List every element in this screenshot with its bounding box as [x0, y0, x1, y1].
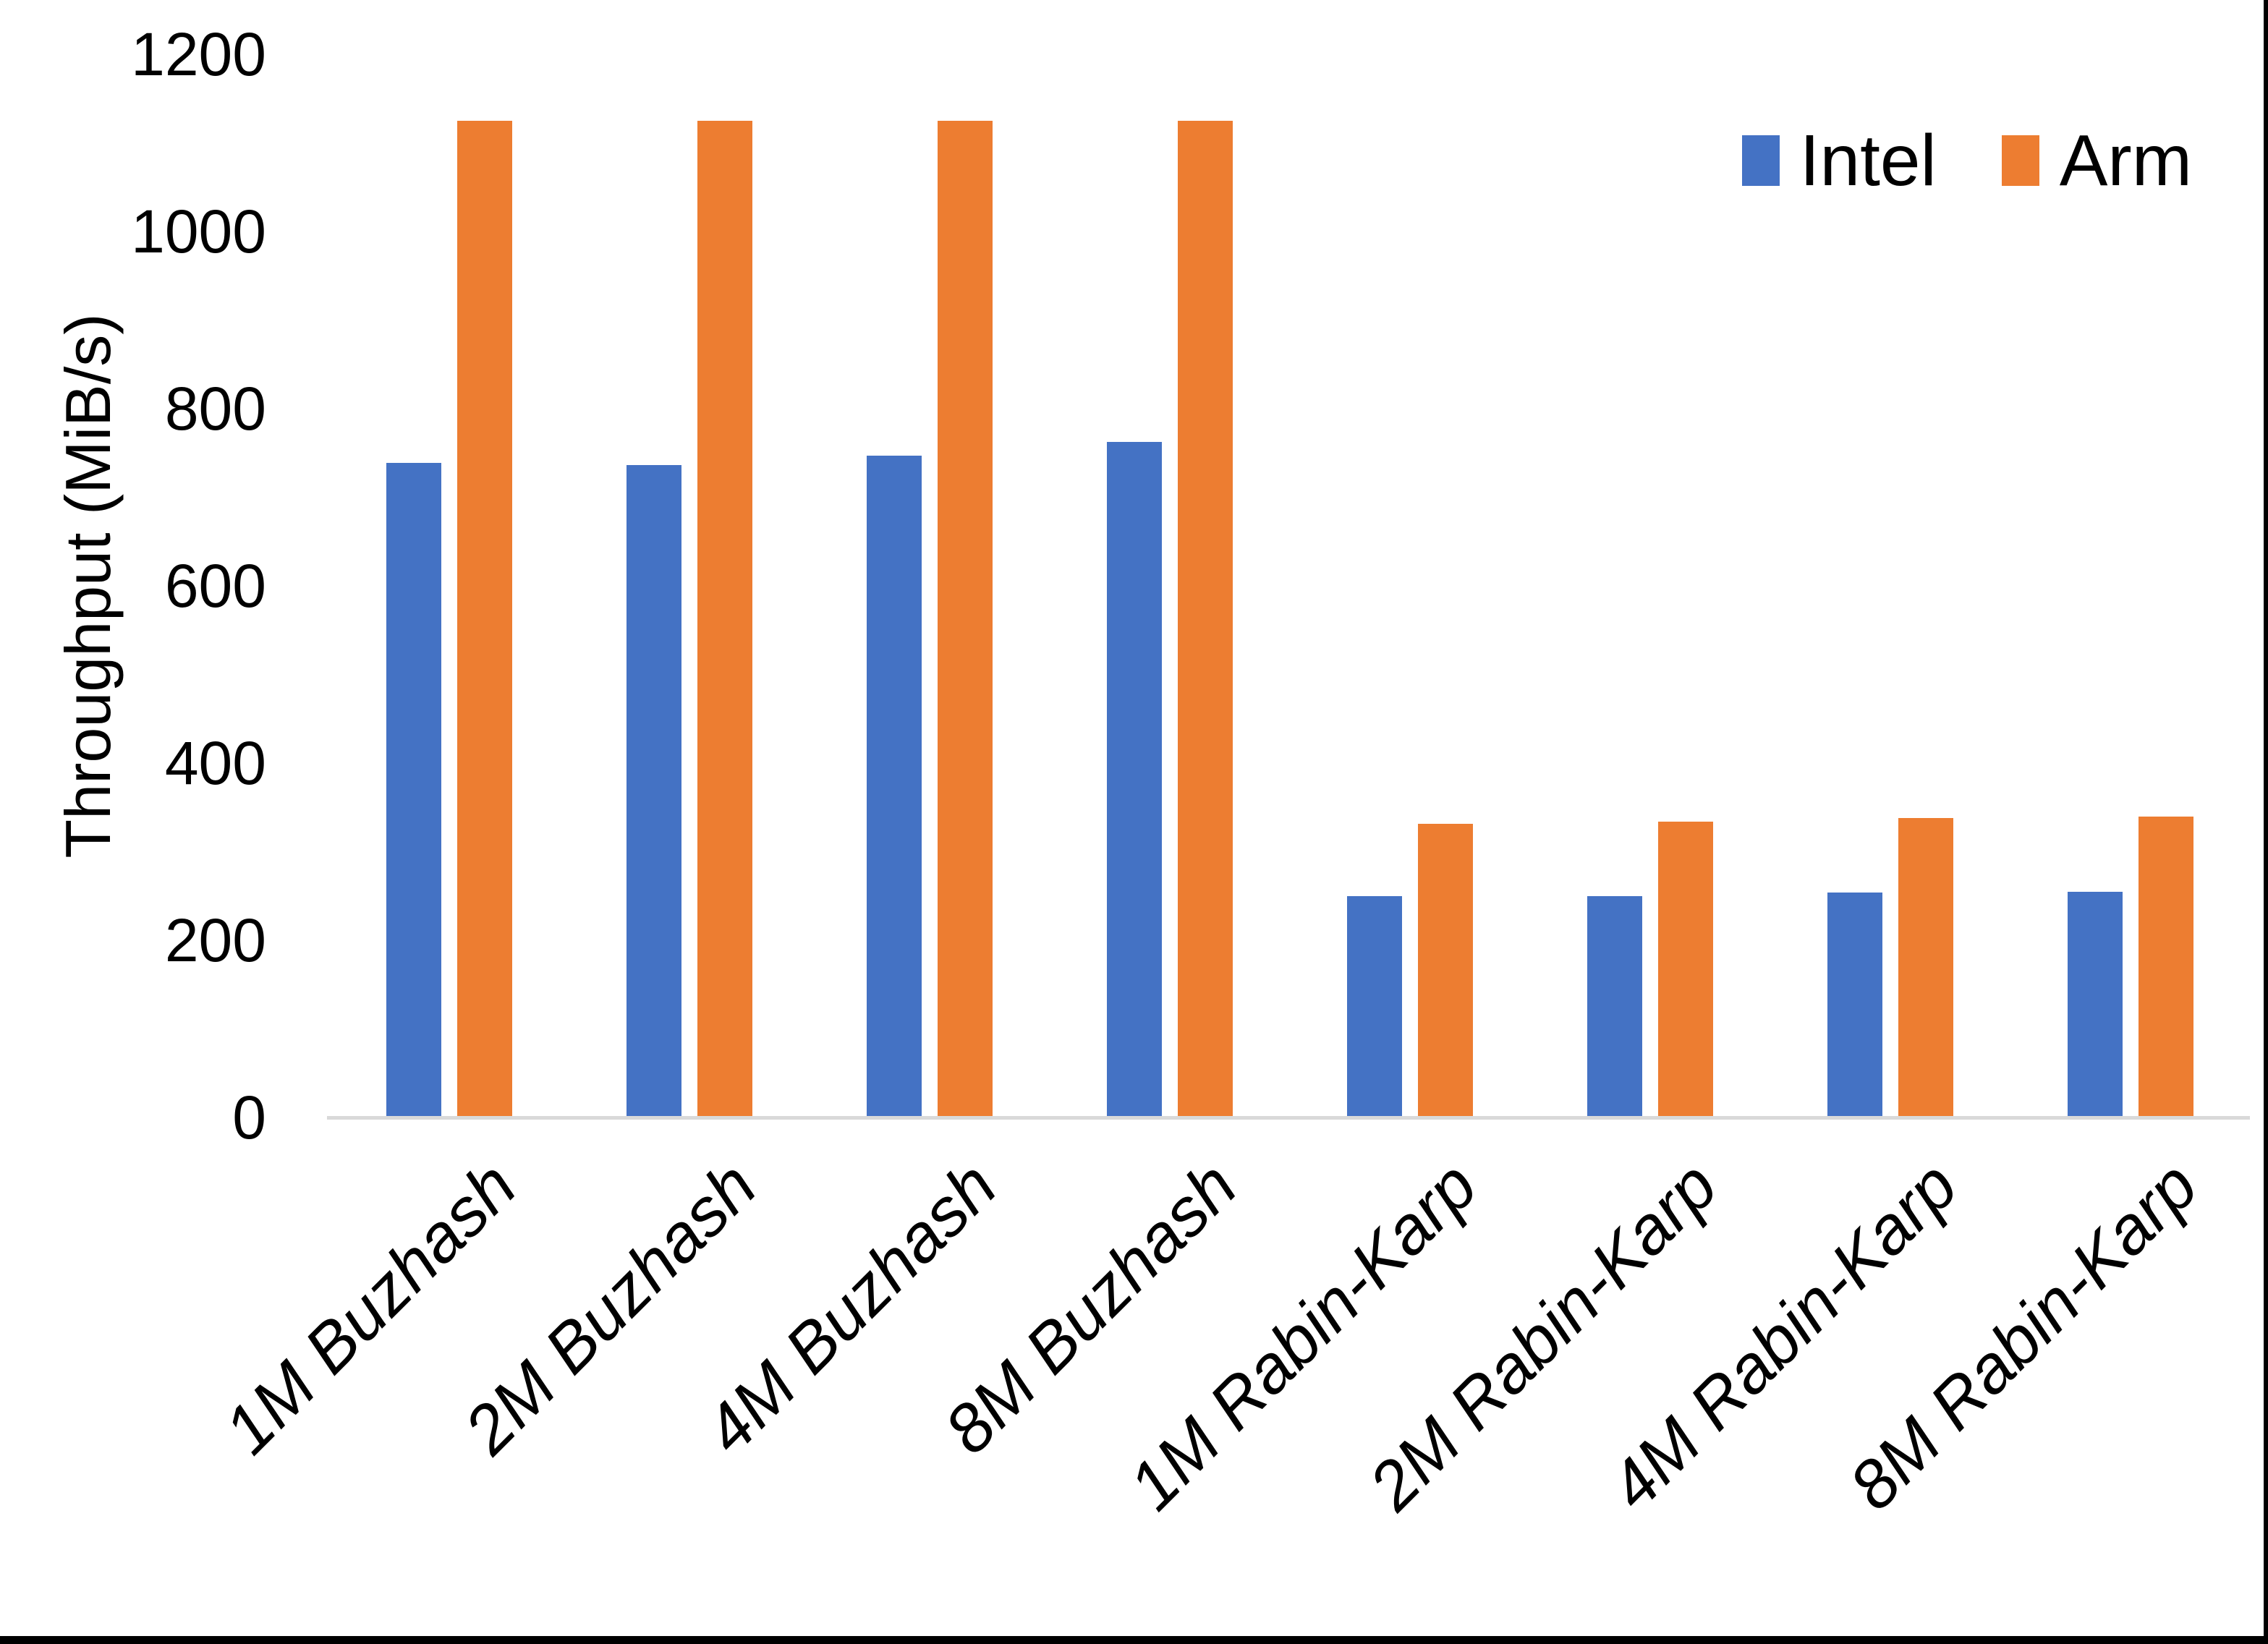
- bar-intel-1m-buzhash: [386, 463, 441, 1116]
- y-tick-label-600: 600: [164, 552, 266, 620]
- y-tick-label-1200: 1200: [131, 20, 266, 88]
- bar-arm-2m-buzhash: [697, 121, 752, 1116]
- legend: Intel Arm: [1741, 120, 2192, 201]
- bar-group-8m-buzhash: [1050, 54, 1290, 1116]
- bar-group-4m-rabin-karp: [1770, 54, 2010, 1116]
- bar-intel-8m-rabin-karp: [2068, 892, 2123, 1116]
- legend-item-arm: Arm: [2001, 120, 2192, 201]
- frame-border-bottom: [0, 1636, 2268, 1644]
- bar-arm-8m-buzhash: [1178, 121, 1233, 1116]
- bar-intel-2m-buzhash: [627, 465, 681, 1116]
- bar-group-2m-rabin-karp: [1530, 54, 1770, 1116]
- y-tick-label-0: 0: [232, 1083, 266, 1151]
- y-tick-label-800: 800: [164, 375, 266, 443]
- bar-group-4m-buzhash: [810, 54, 1050, 1116]
- y-tick-label-200: 200: [164, 906, 266, 974]
- bar-arm-4m-rabin-karp: [1898, 818, 1953, 1116]
- y-tick-label-400: 400: [164, 729, 266, 797]
- bar-arm-2m-rabin-karp: [1658, 822, 1713, 1116]
- legend-item-intel: Intel: [1741, 120, 1937, 201]
- bar-arm-1m-buzhash: [457, 121, 512, 1116]
- legend-label-arm: Arm: [2059, 120, 2192, 201]
- frame-border-right: [2264, 0, 2268, 1644]
- bar-intel-1m-rabin-karp: [1347, 896, 1402, 1116]
- bar-intel-4m-rabin-karp: [1827, 893, 1882, 1116]
- legend-swatch-intel: [1741, 135, 1780, 186]
- bar-arm-8m-rabin-karp: [2139, 817, 2193, 1116]
- bar-intel-4m-buzhash: [867, 456, 922, 1116]
- bar-group-8m-rabin-karp: [2010, 54, 2251, 1116]
- bar-arm-4m-buzhash: [938, 121, 993, 1116]
- bar-group-2m-buzhash: [569, 54, 810, 1116]
- legend-label-intel: Intel: [1799, 120, 1937, 201]
- bar-arm-1m-rabin-karp: [1418, 824, 1473, 1116]
- bar-group-1m-buzhash: [329, 54, 569, 1116]
- bar-intel-8m-buzhash: [1107, 442, 1162, 1116]
- bar-intel-2m-rabin-karp: [1587, 896, 1642, 1116]
- legend-swatch-arm: [2001, 135, 2039, 186]
- x-axis-line: [327, 1116, 2250, 1120]
- y-axis-ticks: 0 200 400 600 800 1000 1200: [0, 0, 266, 1644]
- bar-group-1m-rabin-karp: [1290, 54, 1530, 1116]
- y-tick-label-1000: 1000: [131, 197, 266, 265]
